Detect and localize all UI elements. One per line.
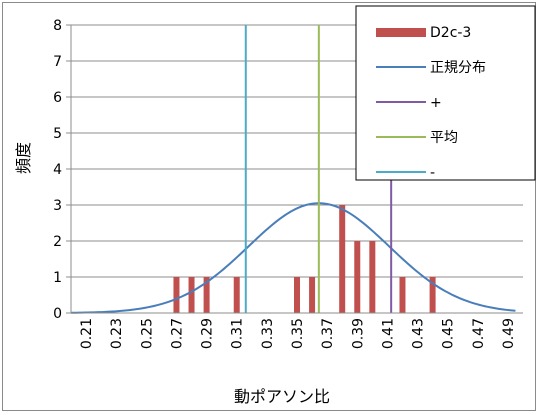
legend-label: 平均 [430, 130, 458, 146]
histogram-bar [354, 241, 361, 313]
histogram-bar [173, 277, 180, 313]
x-tick-label: 0.39 [350, 318, 366, 349]
x-tick-label: 0.33 [260, 318, 276, 349]
x-tick-label: 0.49 [501, 318, 517, 349]
x-tick-label: 0.23 [109, 318, 125, 349]
x-tick-label: 0.45 [441, 318, 457, 349]
axis-layer [66, 24, 523, 314]
y-axis-title: 頻度 [14, 142, 33, 174]
histogram-bar [233, 277, 240, 313]
tick-layer: 0 1 2 3 4 5 6 7 8 0.21 0.23 0.25 0.27 0.29 0.31 0.33 0.3… [53, 18, 517, 349]
legend-swatch-bar [376, 28, 426, 37]
x-tick-label: 0.31 [230, 318, 246, 349]
x-axis-title: 動ポアソン比 [234, 387, 330, 406]
y-tick-label: 0 [53, 306, 62, 322]
normal-distribution-curve [70, 202, 516, 314]
x-tick-label: 0.43 [411, 318, 427, 349]
x-tick-label: 0.27 [169, 318, 185, 349]
y-tick-label: 8 [53, 18, 62, 34]
histogram-bar [203, 277, 210, 313]
legend-label: D2c-3 [430, 25, 471, 41]
x-tick-label: 0.47 [471, 318, 487, 349]
y-tick-label: 7 [53, 54, 62, 70]
legend-label: - [430, 165, 435, 181]
histogram-bar [339, 205, 346, 313]
histogram-bar [399, 277, 406, 313]
y-tick-label: 4 [53, 162, 62, 178]
histogram-bar [369, 241, 376, 313]
y-tick-label: 2 [53, 234, 62, 250]
x-tick-label: 0.41 [380, 318, 396, 349]
histogram-bar [294, 277, 300, 313]
y-tick-label: 3 [53, 198, 62, 214]
x-tick-label: 0.21 [79, 318, 95, 349]
bar-layer [173, 205, 436, 313]
legend-label: 正規分布 [430, 60, 486, 76]
histogram-bar [429, 277, 436, 313]
y-tick-label: 5 [53, 126, 62, 142]
x-tick-label: 0.29 [200, 318, 216, 349]
histogram-bar [188, 277, 195, 313]
legend: D2c-3 正規分布 + 平均 - [355, 5, 536, 181]
y-tick-label: 1 [53, 270, 62, 286]
x-tick-label: 0.37 [320, 318, 336, 349]
x-tick-label: 0.35 [290, 318, 306, 349]
legend-label: + [430, 95, 442, 111]
histogram-bar [309, 277, 316, 313]
curve-layer [70, 202, 516, 314]
y-tick-label: 6 [53, 90, 62, 106]
x-tick-label: 0.25 [139, 318, 155, 349]
